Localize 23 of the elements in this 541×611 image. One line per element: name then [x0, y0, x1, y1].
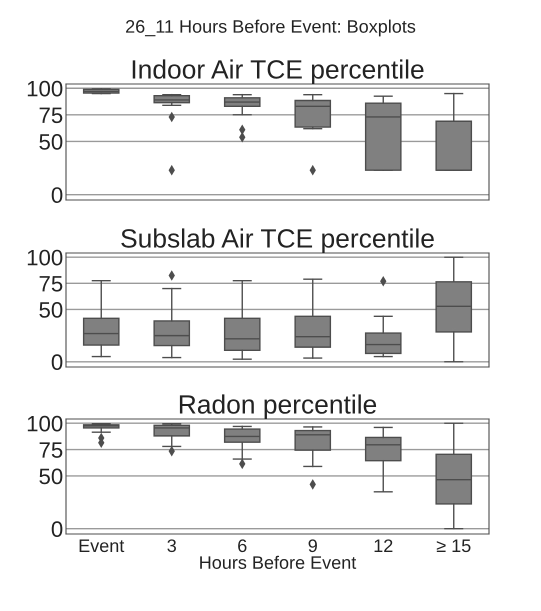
chart-title: Radon percentile	[180, 394, 376, 419]
y-tick-label: 0	[52, 187, 62, 203]
y-tick-label: 75	[40, 442, 62, 458]
x-tick-label: Event	[80, 540, 124, 552]
x-tick-label: ≥ 15	[436, 540, 470, 552]
y-tick-label: 50	[39, 302, 62, 318]
y-tick-label: 50	[39, 134, 62, 150]
y-tick-label: 0	[52, 354, 62, 370]
y-tick-label: 75	[40, 108, 62, 124]
y-tick-label: 100	[28, 416, 62, 432]
x-tick-label: 12	[374, 539, 392, 552]
y-tick-label: 0	[52, 521, 62, 537]
x-tick-label: 3	[167, 539, 176, 552]
y-tick-label: 100	[28, 250, 62, 266]
y-tick-label: 50	[39, 468, 62, 484]
y-tick-label: 100	[28, 80, 62, 97]
y-tick-label: 75	[40, 276, 62, 292]
chart-title: Subslab Air TCE percentile	[121, 228, 434, 253]
text: 26_11 Hours Before Event: Boxplots	[126, 20, 416, 36]
x-tick-label: 6	[238, 539, 246, 552]
chart-title: Indoor Air TCE percentile	[132, 59, 424, 84]
x-tick-label: 9	[308, 539, 317, 552]
x-axis-title: Hours Before Event	[200, 556, 356, 569]
